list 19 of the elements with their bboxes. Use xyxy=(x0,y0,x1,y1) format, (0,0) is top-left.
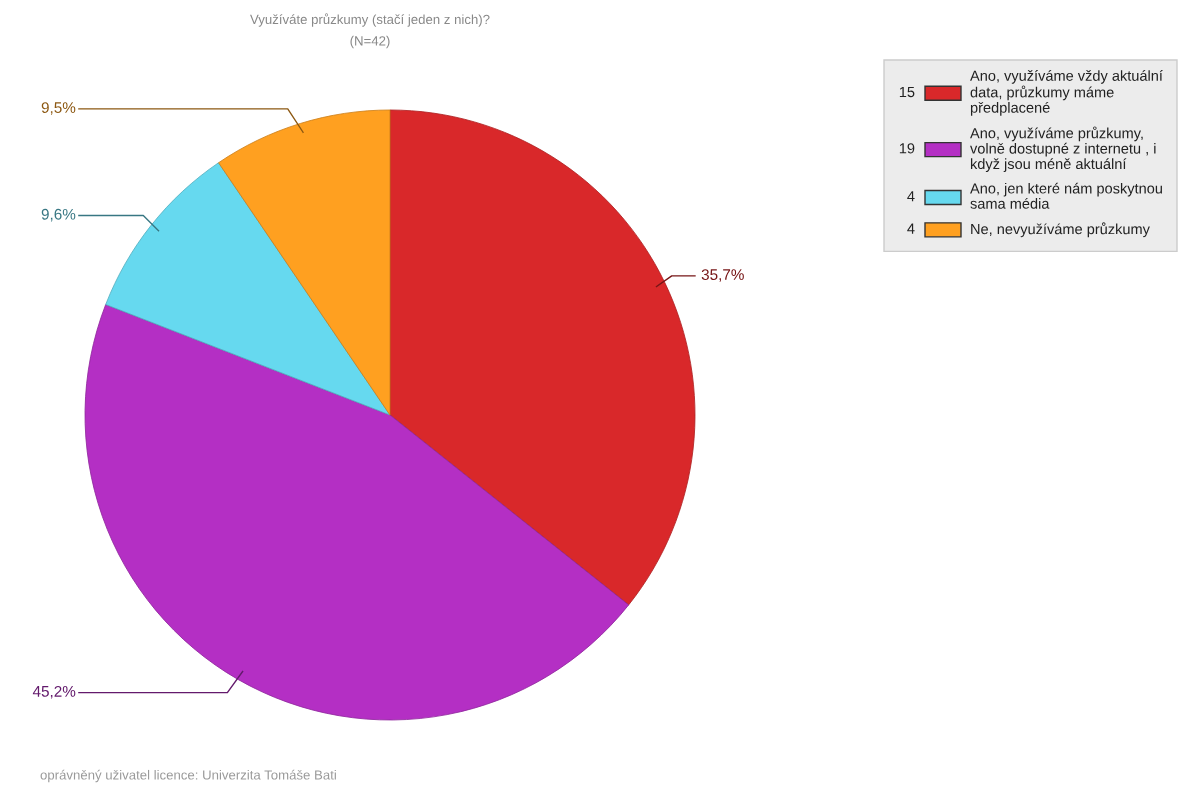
legend-label: Ano, využíváme vždy aktuální data, průzkumy máme předplacené xyxy=(970,70,1163,116)
pie-slice xyxy=(84,304,630,721)
text: 15 xyxy=(899,86,915,98)
legend-label: Ano, jen které nám poskytnou sama média xyxy=(970,182,1162,209)
chart-subtitle: (N=42) xyxy=(350,35,390,49)
chart-title: Využíváte průzkumy (stačí jeden z nich)? xyxy=(250,13,490,27)
pie-slice xyxy=(105,162,391,416)
text: oprávněný uživatel licence: Univerzita Tomáše Bati xyxy=(40,769,336,783)
data-label: 35,7% xyxy=(701,269,744,282)
legend-label: Ne, nevyužíváme průzkumy xyxy=(971,222,1150,238)
pie-slice xyxy=(218,109,391,416)
data-label: 45,2% xyxy=(32,685,76,699)
pie-slice xyxy=(389,109,696,606)
text: 4 xyxy=(907,223,915,234)
data-label: 9,5% xyxy=(41,102,76,115)
legend-label: Ano, využíváme průzkumy, volně dostupné z internetu , i když jsou méně aktuální xyxy=(970,126,1156,172)
data-label: 9,6% xyxy=(41,208,76,222)
text: 19 xyxy=(899,143,915,154)
text: 4 xyxy=(907,191,915,202)
